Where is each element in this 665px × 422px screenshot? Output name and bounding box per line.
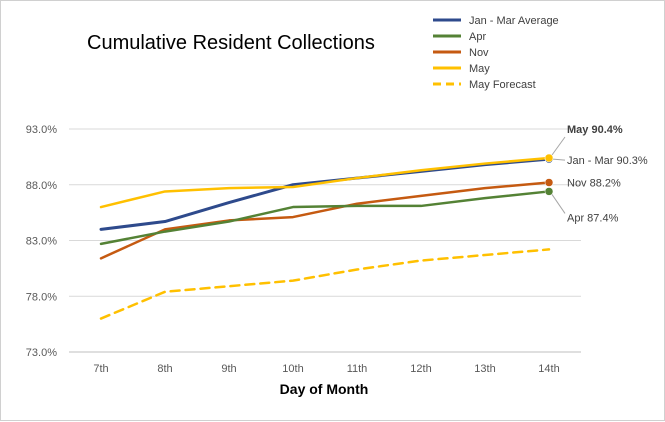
y-tick-label: 78.0%	[26, 291, 57, 303]
x-tick-label: 8th	[157, 363, 172, 375]
gridlines	[69, 128, 581, 353]
y-axis: 73.0% 78.0% 83.0% 88.0% 93.0%	[26, 124, 57, 359]
leader-line	[552, 158, 566, 161]
legend-entry: May	[469, 63, 490, 75]
y-tick-label: 83.0%	[26, 236, 57, 248]
x-tick-label: 10th	[282, 363, 303, 375]
series-lines	[99, 156, 551, 320]
data-label: Jan - Mar 90.3%	[567, 155, 648, 167]
x-tick-label: 12th	[410, 363, 431, 375]
legend-entry: Jan - Mar Average	[469, 15, 559, 27]
end-marker	[544, 153, 554, 163]
x-axis: 7th 8th 9th 10th 11th 12th 13th 14th	[93, 363, 559, 375]
data-label: Apr 87.4%	[567, 212, 619, 224]
chart-title: Cumulative Resident Collections	[87, 32, 375, 54]
x-tick-label: 11th	[347, 363, 368, 375]
y-tick-label: 88.0%	[26, 180, 57, 192]
legend-entry: May Forecast	[469, 79, 536, 91]
series-line	[99, 248, 551, 320]
data-label: May 90.4%	[567, 124, 623, 136]
x-tick-label: 7th	[93, 363, 108, 375]
end-marker	[544, 187, 554, 196]
legend-entry: Apr	[469, 31, 486, 43]
y-tick-label: 73.0%	[26, 347, 57, 359]
series-line	[99, 190, 551, 246]
y-tick-label: 93.0%	[26, 124, 57, 136]
x-tick-label: 9th	[221, 363, 236, 375]
data-label: Nov 88.2%	[567, 178, 621, 190]
leader-line	[551, 194, 566, 214]
end-labels: Jan - Mar 90.3% Apr 87.4% Nov 88.2% May 90.…	[544, 124, 648, 224]
x-axis-title: Day of Month	[280, 381, 369, 397]
end-marker	[544, 178, 554, 187]
series-line	[99, 157, 551, 231]
legend-entry: Nov	[469, 47, 489, 59]
x-tick-label: 14th	[538, 363, 559, 375]
leader-line	[551, 136, 566, 156]
x-tick-label: 13th	[474, 363, 495, 375]
series-line	[99, 156, 551, 209]
legend: Jan - Mar Average Apr Nov May May Forecast	[433, 15, 559, 91]
series-line	[99, 181, 551, 260]
